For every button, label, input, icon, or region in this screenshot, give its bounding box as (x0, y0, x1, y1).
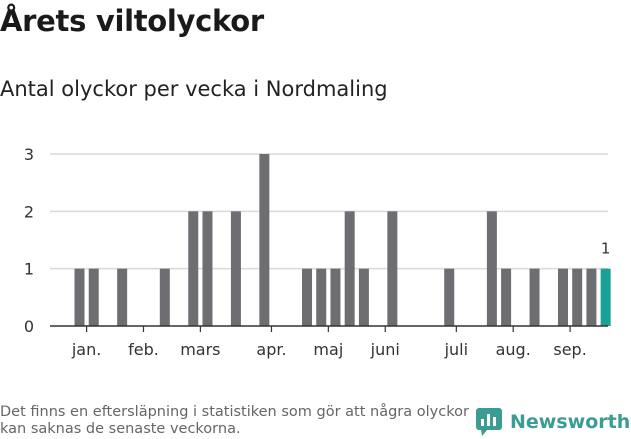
bar (387, 211, 398, 326)
bar (117, 268, 128, 326)
bar (529, 268, 540, 326)
y-tick-label: 0 (24, 317, 34, 336)
bar (358, 268, 369, 326)
chart-subtitle: Antal olyckor per vecka i Nordmaling (0, 77, 388, 101)
y-tick-label: 3 (24, 145, 34, 164)
footnote: Det finns en eftersläpning i statistiken… (0, 404, 469, 437)
brand-logo: Newsworthy (476, 408, 631, 436)
bar (572, 268, 583, 326)
brand-name: Newsworthy (510, 411, 631, 433)
bar (557, 268, 568, 326)
x-tick-label: apr. (256, 340, 286, 359)
bar (230, 211, 241, 326)
newsworthy-icon (476, 408, 502, 436)
x-tick-label: maj (313, 340, 343, 359)
highlight-bar (600, 268, 611, 326)
bar (202, 211, 213, 326)
x-tick-label: sep. (553, 340, 586, 359)
x-tick-label: mars (180, 340, 220, 359)
y-tick-label: 1 (24, 260, 34, 279)
bar (88, 268, 99, 326)
y-tick-label: 2 (24, 202, 34, 221)
chart-title: Årets viltolyckor (0, 4, 264, 38)
x-tick-label: jan. (71, 340, 101, 359)
bar (316, 268, 327, 326)
bar (486, 211, 497, 326)
bar (159, 268, 170, 326)
bar (344, 211, 355, 326)
bar (74, 268, 85, 326)
bar (330, 268, 341, 326)
bar (501, 268, 512, 326)
data-label: 1 (601, 240, 611, 258)
bar (302, 268, 313, 326)
x-tick-label: juni (370, 340, 400, 359)
bar (259, 154, 270, 326)
x-tick-label: aug. (496, 340, 531, 359)
bar (188, 211, 199, 326)
bar (586, 268, 597, 326)
x-tick-label: feb. (128, 340, 159, 359)
bar (444, 268, 455, 326)
bar-chart: 0 1 2 3 1 jan. feb. mars apr. maj juni juli aug. sep. (24, 145, 611, 359)
x-tick-label: juli (444, 340, 468, 359)
